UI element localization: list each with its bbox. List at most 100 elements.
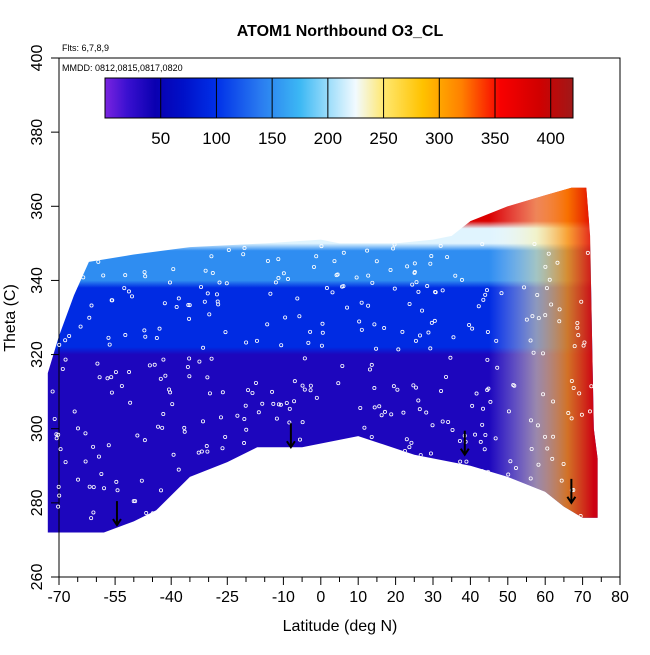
sample-point xyxy=(243,403,248,408)
sample-point xyxy=(420,308,425,313)
sample-point xyxy=(78,324,83,329)
sample-point xyxy=(158,376,163,381)
sample-point xyxy=(205,291,210,296)
sample-point xyxy=(73,243,78,248)
sample-point xyxy=(276,257,281,262)
sample-point xyxy=(543,313,548,318)
sample-point xyxy=(287,406,292,411)
sample-point xyxy=(412,261,417,266)
sample-point xyxy=(480,422,485,427)
sample-point xyxy=(171,267,176,272)
sample-point xyxy=(455,505,460,510)
sample-point xyxy=(448,355,453,360)
sample-point xyxy=(483,292,488,297)
sample-point xyxy=(369,497,374,502)
sample-point xyxy=(265,322,270,327)
sample-point xyxy=(407,445,412,450)
sample-point xyxy=(366,303,371,308)
sample-point xyxy=(374,346,379,351)
sample-point xyxy=(416,398,421,403)
polar-high-ozone xyxy=(470,187,598,533)
sample-point xyxy=(186,303,191,308)
sample-point xyxy=(242,417,247,422)
sample-point xyxy=(76,477,81,482)
sample-point xyxy=(142,328,147,333)
sample-point xyxy=(302,356,307,361)
sample-point xyxy=(182,425,187,430)
sample-point xyxy=(95,361,100,366)
sample-point xyxy=(409,440,414,445)
sample-point xyxy=(115,488,120,493)
x-tick-label: 40 xyxy=(462,589,480,606)
sample-point xyxy=(300,383,305,388)
sample-point xyxy=(544,286,549,291)
sample-point xyxy=(528,418,533,423)
sample-point xyxy=(161,412,166,417)
y-tick-label: 380 xyxy=(29,119,46,146)
y-tick-label: 360 xyxy=(29,193,46,220)
sample-point xyxy=(236,520,241,525)
sample-point xyxy=(222,490,227,495)
sample-point xyxy=(332,259,337,264)
sample-point xyxy=(254,338,259,343)
sample-point xyxy=(506,409,511,414)
sample-point xyxy=(91,485,96,490)
sample-point xyxy=(401,410,406,415)
sample-point xyxy=(429,254,434,259)
sample-point xyxy=(535,491,540,496)
sample-point xyxy=(119,383,124,388)
sample-point xyxy=(174,305,179,310)
chart-title: ATOM1 Northbound O3_CL xyxy=(237,23,444,40)
sample-point xyxy=(139,478,144,483)
y-tick-label: 340 xyxy=(29,267,46,294)
sample-point xyxy=(57,342,62,347)
sample-point xyxy=(170,402,175,407)
sample-point xyxy=(569,416,574,421)
sample-point xyxy=(411,383,416,388)
sample-point xyxy=(255,460,260,465)
sample-point xyxy=(319,244,324,249)
sample-point xyxy=(306,466,311,471)
sample-point xyxy=(152,362,157,367)
sample-point xyxy=(212,497,217,502)
sample-point xyxy=(457,438,462,443)
sample-point xyxy=(569,378,574,383)
sample-point xyxy=(292,379,297,384)
sample-point xyxy=(114,479,119,484)
sample-point xyxy=(220,390,225,395)
sample-point xyxy=(529,447,534,452)
sample-point xyxy=(345,458,350,463)
sample-point xyxy=(196,484,201,489)
sample-point xyxy=(339,521,344,526)
sample-point xyxy=(306,340,311,345)
sample-point xyxy=(571,385,576,390)
sample-point xyxy=(297,437,302,442)
sample-point xyxy=(543,264,548,269)
sample-point xyxy=(242,246,247,251)
sample-point xyxy=(528,476,533,481)
sample-point xyxy=(377,404,382,409)
sample-point xyxy=(101,273,106,278)
sample-point xyxy=(107,342,112,347)
sample-point xyxy=(320,330,325,335)
sample-point xyxy=(443,484,448,489)
sample-point xyxy=(477,485,482,490)
sample-point xyxy=(63,285,68,290)
x-axis-label: Latitude (deg N) xyxy=(283,618,398,635)
sample-point xyxy=(285,277,290,282)
sample-point xyxy=(58,447,63,452)
sample-point xyxy=(278,402,283,407)
sample-point xyxy=(300,420,305,425)
sample-point xyxy=(464,459,469,464)
sample-point xyxy=(511,382,516,387)
sample-point xyxy=(551,434,556,439)
sample-point xyxy=(99,471,104,476)
sample-point xyxy=(453,273,458,278)
sample-point xyxy=(425,284,430,289)
sample-point xyxy=(484,288,489,293)
sample-point xyxy=(143,334,148,339)
sample-point xyxy=(506,472,511,477)
sample-point xyxy=(430,423,435,428)
sample-point xyxy=(91,510,96,515)
